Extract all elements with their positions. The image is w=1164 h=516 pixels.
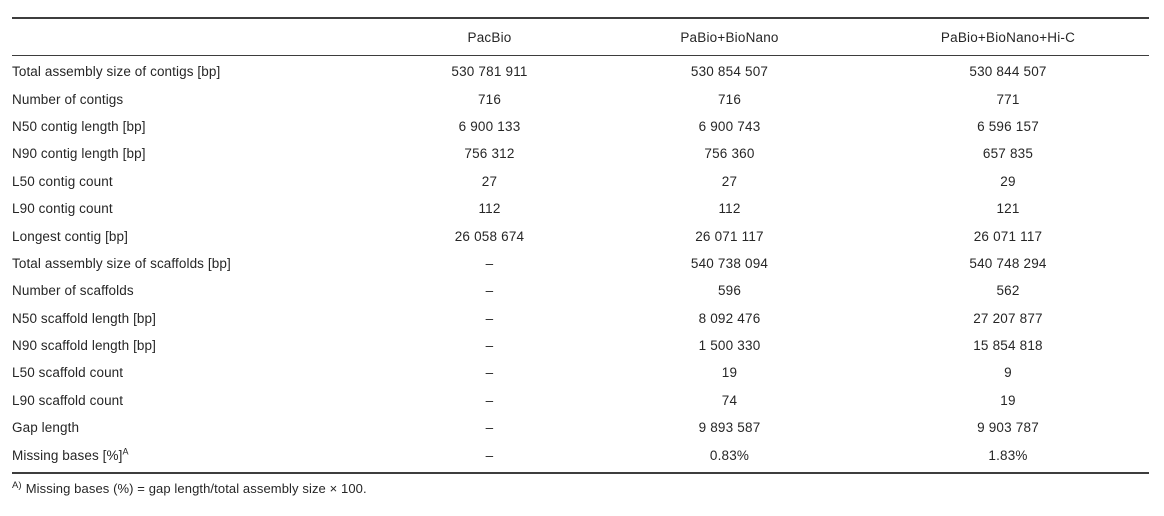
row-label: N50 contig length [bp] xyxy=(12,118,146,134)
table-row: Total assembly size of scaffolds [bp] – … xyxy=(12,250,1149,277)
cell-value: 9 893 587 xyxy=(698,420,761,436)
cell-value: 756 312 xyxy=(464,146,515,162)
row-label: Total assembly size of contigs [bp] xyxy=(12,64,221,80)
row-label: L50 scaffold count xyxy=(12,365,124,381)
cell-value: 756 360 xyxy=(704,146,755,162)
cell-value: 26 058 674 xyxy=(454,228,525,244)
table-row: L90 contig count 112 112 121 xyxy=(12,195,1149,222)
cell-value: 6 596 157 xyxy=(977,118,1039,134)
cell-value: 6 900 743 xyxy=(698,118,761,134)
row-label: L90 scaffold count xyxy=(12,392,124,408)
cell-value: 26 071 117 xyxy=(973,228,1043,244)
table-row: Number of contigs 716 716 771 xyxy=(12,85,1149,112)
column-header-pacbio-bionano: PaBio+BioNano xyxy=(680,29,779,45)
row-label: Missing bases [%]A xyxy=(12,446,387,463)
cell-value: 19 xyxy=(721,365,738,381)
table-row: N50 scaffold length [bp] – 8 092 476 27 … xyxy=(12,305,1149,332)
table-row: Gap length – 9 893 587 9 903 787 xyxy=(12,414,1149,441)
cell-value: 121 xyxy=(996,201,1020,217)
row-label: N90 scaffold length [bp] xyxy=(12,338,156,354)
cell-value: 6 900 133 xyxy=(458,118,521,134)
table-row: L90 scaffold count – 74 19 xyxy=(12,387,1149,414)
table-row: N50 contig length [bp] 6 900 133 6 900 7… xyxy=(12,113,1149,140)
cell-value: 530 854 507 xyxy=(690,64,769,80)
table-row: L50 scaffold count – 19 9 xyxy=(12,359,1149,386)
cell-value: 26 071 117 xyxy=(695,228,764,244)
footnote-marker: A) xyxy=(12,479,22,491)
cell-value: 540 738 094 xyxy=(690,255,769,271)
table-row: Total assembly size of contigs [bp] 530 … xyxy=(12,58,1149,85)
cell-value: 657 835 xyxy=(982,146,1034,162)
cell-value: 9 xyxy=(1004,365,1012,381)
cell-value: 596 xyxy=(717,283,742,299)
cell-value: 8 092 476 xyxy=(698,310,761,326)
row-label: Longest contig [bp] xyxy=(12,228,128,244)
cell-value: 112 xyxy=(478,201,501,217)
cell-value: 15 854 818 xyxy=(973,338,1043,354)
cell-value: – xyxy=(485,310,494,326)
row-label-text: Missing bases [%] xyxy=(12,447,123,463)
cell-value: 540 748 294 xyxy=(969,255,1047,271)
cell-value: – xyxy=(485,283,494,299)
table-header-row: PacBio PaBio+BioNano PaBio+BioNano+Hi-C xyxy=(12,17,1149,56)
cell-value: – xyxy=(485,420,494,436)
cell-value: 0.83% xyxy=(709,447,750,463)
cell-value: 29 xyxy=(1000,173,1016,189)
row-label: L90 contig count xyxy=(12,201,113,217)
row-label: N50 scaffold length [bp] xyxy=(12,310,156,326)
cell-value: 9 903 787 xyxy=(977,420,1039,436)
cell-value: 74 xyxy=(721,392,738,408)
cell-value: 530 844 507 xyxy=(969,64,1047,80)
cell-value: 716 xyxy=(717,91,742,107)
footnote-reference-marker: A xyxy=(122,446,129,457)
cell-value: 112 xyxy=(718,201,741,217)
row-label: N90 contig length [bp] xyxy=(12,146,146,162)
cell-value: – xyxy=(485,338,494,354)
table-row: N90 scaffold length [bp] – 1 500 330 15 … xyxy=(12,332,1149,359)
cell-value: 27 xyxy=(481,173,498,189)
row-label: L50 contig count xyxy=(12,173,113,189)
cell-value: – xyxy=(485,255,494,271)
table-row: L50 contig count 27 27 29 xyxy=(12,168,1149,195)
row-label: Gap length xyxy=(12,420,80,436)
row-label: Total assembly size of scaffolds [bp] xyxy=(12,255,231,271)
cell-value: 530 781 911 xyxy=(451,64,528,80)
cell-value: 19 xyxy=(1000,392,1016,408)
table-footnote: A) Missing bases (%) = gap length/total a… xyxy=(12,479,367,496)
cell-value: – xyxy=(485,365,494,381)
table-row: Missing bases [%]A – 0.83% 1.83% xyxy=(12,441,1149,468)
table-row: Number of scaffolds – 596 562 xyxy=(12,277,1149,304)
cell-value: – xyxy=(485,447,494,463)
row-label: Number of contigs xyxy=(12,91,124,107)
table-body: Total assembly size of contigs [bp] 530 … xyxy=(12,56,1149,474)
cell-value: 27 207 877 xyxy=(973,310,1043,326)
cell-value: 1.83% xyxy=(988,447,1028,463)
cell-value: 716 xyxy=(477,91,502,107)
column-header-pacbio-bionano-hic: PaBio+BioNano+Hi-C xyxy=(940,29,1076,45)
table-row: N90 contig length [bp] 756 312 756 360 6… xyxy=(12,140,1149,167)
cell-value: 27 xyxy=(721,173,738,189)
column-header-pacbio: PacBio xyxy=(467,29,512,45)
footnote-text: Missing bases (%) = gap length/total ass… xyxy=(25,481,367,496)
cell-value: – xyxy=(485,392,494,408)
cell-value: 562 xyxy=(996,283,1020,299)
cell-value: 1 500 330 xyxy=(698,338,761,354)
cell-value: 771 xyxy=(996,91,1020,107)
row-label: Number of scaffolds xyxy=(12,283,134,299)
assembly-stats-table: PacBio PaBio+BioNano PaBio+BioNano+Hi-C … xyxy=(12,17,1149,474)
table-row: Longest contig [bp] 26 058 674 26 071 11… xyxy=(12,222,1149,249)
